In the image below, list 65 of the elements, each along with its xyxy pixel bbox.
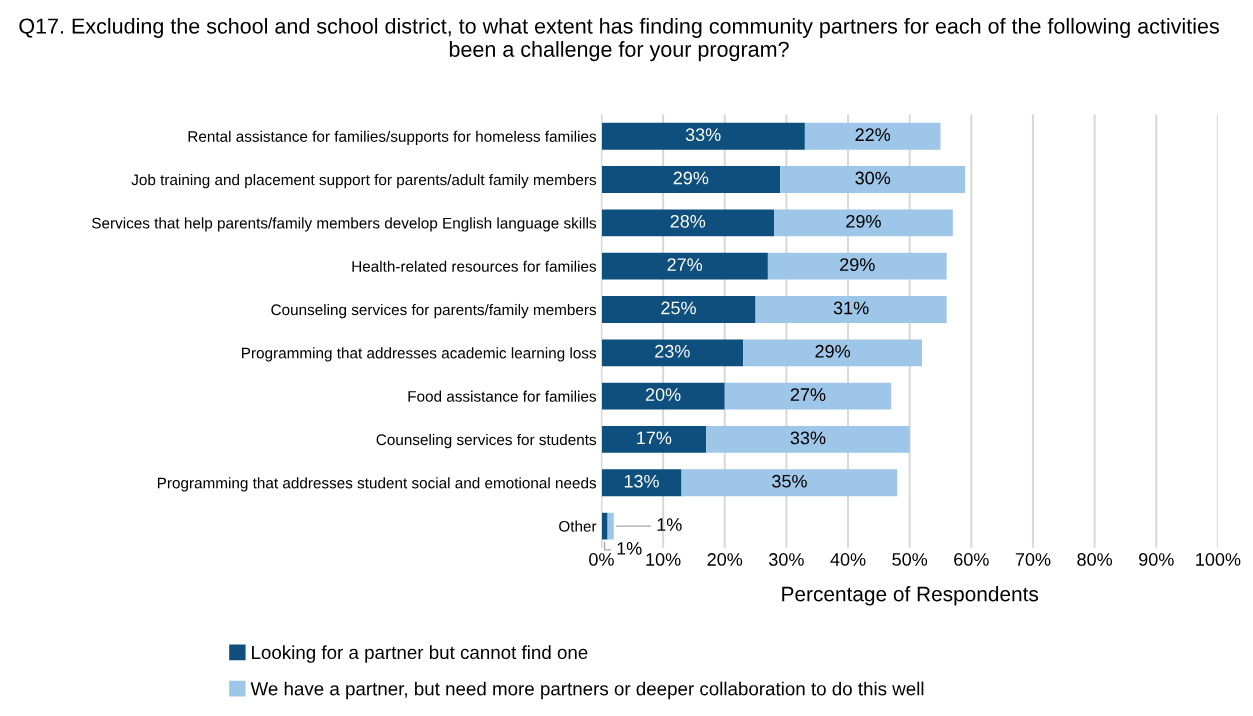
x-tick-label: 0% [589, 553, 614, 566]
bar [724, 382, 892, 410]
bar [681, 469, 898, 497]
x-tick-label: 10% [646, 553, 681, 566]
bar [774, 209, 953, 237]
data-label: 29% [815, 344, 851, 358]
x-tick-label: 70% [1015, 553, 1051, 566]
data-label: 35% [772, 474, 807, 488]
y-tick-label: Food assistance for families [408, 390, 597, 402]
x-tick-label: 20% [707, 553, 743, 566]
bar [706, 426, 910, 453]
y-tick-label: Counseling services for parents/family members [271, 303, 597, 319]
y-tick-label: Job training and placement support for parents/adult family members [131, 174, 597, 189]
chart-title: Q17. Excluding the school and school district, to what extent has finding community partners for each of the following activities been a challenge for your program? [19, 17, 1219, 62]
bar [601, 426, 707, 453]
data-label: 33% [685, 128, 721, 142]
bar [743, 339, 923, 367]
data-label: 27% [667, 258, 703, 271]
x-tick-label: 40% [830, 553, 866, 566]
data-label: 31% [833, 301, 869, 315]
legend-label: Looking for a partner but cannot find one [252, 645, 588, 663]
x-tick-label: 30% [769, 553, 804, 566]
data-label: 33% [790, 431, 826, 445]
data-label: 25% [661, 301, 696, 315]
bar [601, 122, 805, 150]
data-label: 29% [846, 214, 881, 228]
data-label: 13% [624, 474, 659, 488]
bar [601, 209, 775, 237]
bar [607, 512, 614, 540]
data-label: 20% [645, 388, 681, 401]
data-label: 1% [617, 542, 642, 555]
data-label: 17% [637, 431, 672, 445]
data-label: 29% [673, 171, 709, 185]
bar [755, 296, 947, 323]
y-tick-label: Other [559, 520, 597, 532]
bar [780, 166, 966, 193]
data-label: 29% [840, 258, 875, 272]
x-tick-label: 90% [1139, 553, 1174, 566]
y-tick-label: Services that help parents/family members develop English language skills [92, 217, 597, 232]
bar [601, 166, 781, 193]
x-tick-label: 60% [954, 553, 989, 566]
bar [601, 296, 756, 323]
y-tick-label: Programming that addresses student social and emotional needs [157, 477, 597, 492]
data-label: 23% [655, 344, 690, 358]
x-tick-label: 80% [1077, 553, 1113, 566]
y-tick-label: Rental assistance for families/supports for homeless families [188, 130, 597, 145]
data-label: 30% [855, 171, 891, 185]
x-tick-label: 100% [1196, 553, 1241, 566]
y-tick-label: Counseling services for students [376, 433, 597, 449]
data-label: 1% [657, 518, 682, 531]
y-tick-label: Programming that addresses academic learning loss [242, 347, 597, 362]
data-label: 28% [670, 214, 706, 228]
data-label: 27% [790, 388, 826, 401]
data-label: 22% [855, 128, 891, 141]
y-tick-label: Health-related resources for families [352, 260, 597, 272]
x-tick-label: 50% [892, 553, 928, 566]
legend-label: We have a partner, but need more partners or deeper collaboration to do this well [250, 681, 924, 700]
bar [601, 252, 768, 280]
bar [601, 339, 744, 367]
bar [601, 512, 608, 540]
bar [767, 252, 947, 280]
bar [601, 469, 682, 497]
x-axis-title: Percentage of Respondents [782, 586, 1039, 606]
bar [804, 122, 941, 150]
bar [601, 382, 725, 410]
